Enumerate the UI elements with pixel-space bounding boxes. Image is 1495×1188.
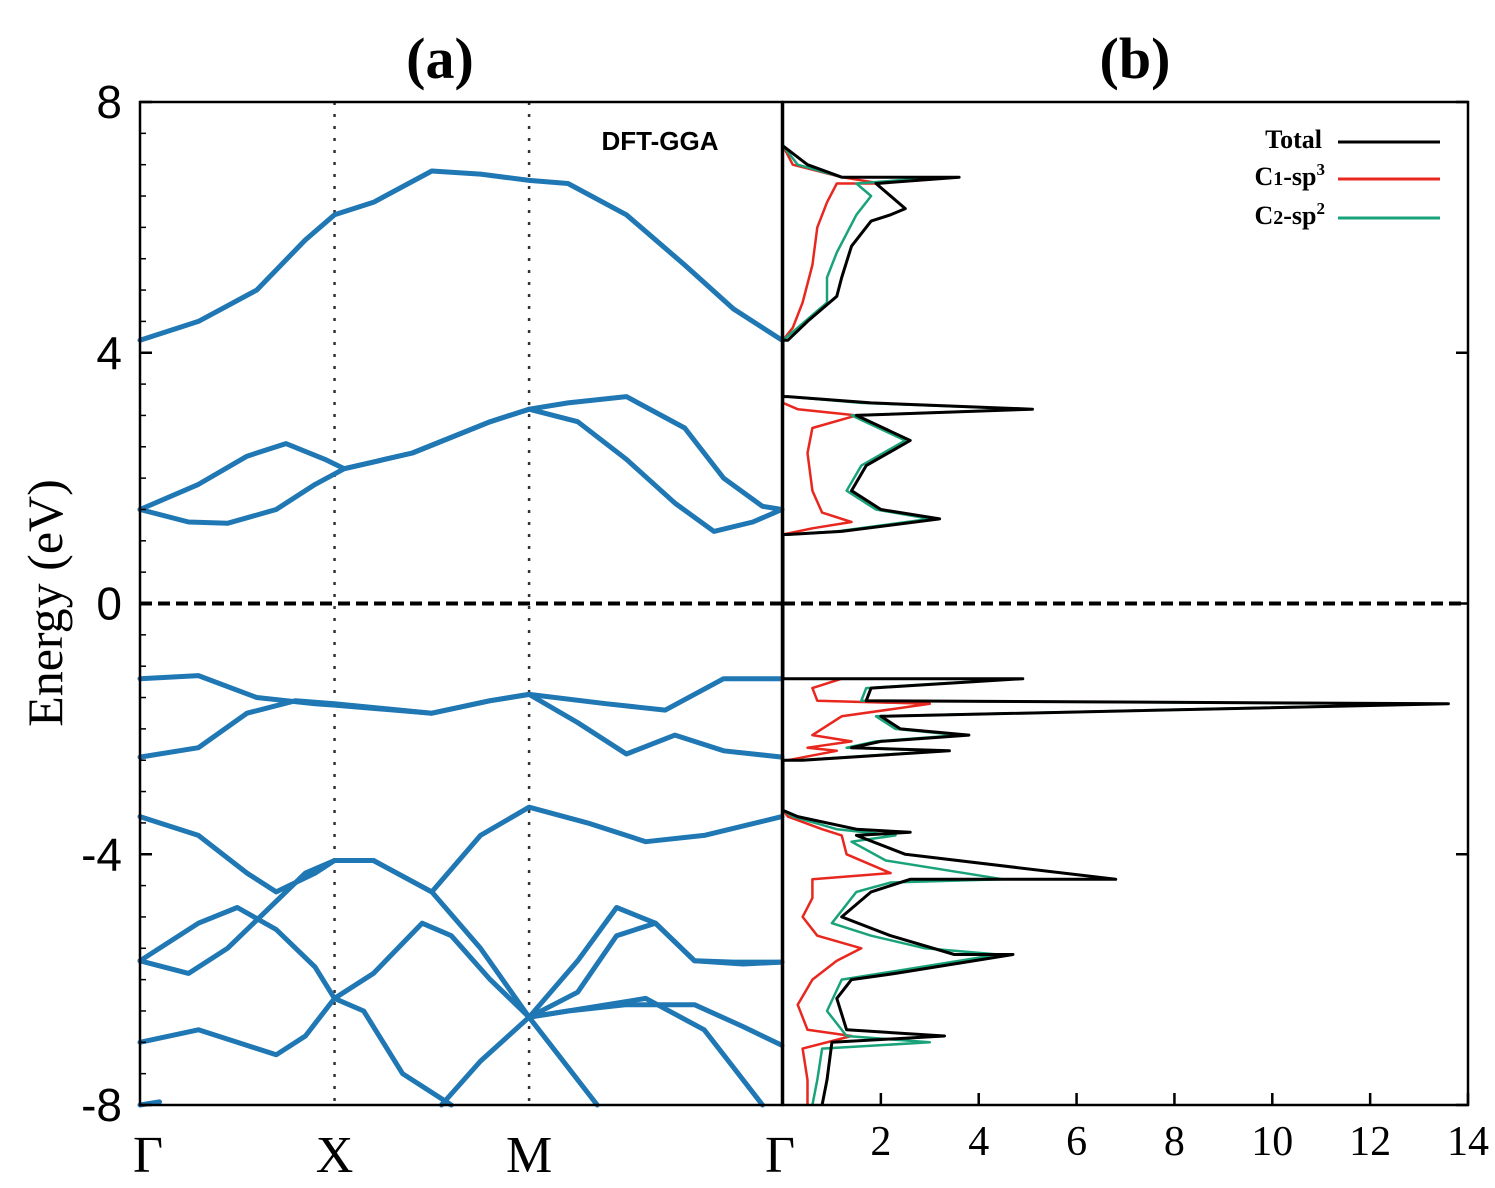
kpoint-label: Γ xyxy=(133,1127,163,1184)
y-axis-label: Energy (eV) xyxy=(17,479,73,727)
kpoint-label: Γ xyxy=(765,1127,795,1184)
kpoint-label: M xyxy=(506,1127,552,1184)
dos-x-tick-label: 6 xyxy=(1066,1119,1087,1165)
band-11 xyxy=(439,1002,785,1108)
dos-panel: (b) 2 4 6 8 10 12 14 Total C1-sp3 C2-sp2 xyxy=(781,26,1489,1165)
dos-series xyxy=(781,144,1450,1106)
legend: Total C1-sp3 C2-sp2 xyxy=(1254,125,1440,230)
band-13 xyxy=(526,1014,600,1108)
legend-label-c2: C2-sp2 xyxy=(1254,199,1325,230)
band-5 xyxy=(137,691,785,760)
dos-series-2 xyxy=(781,145,932,1105)
energy-tick-label: 0 xyxy=(96,578,122,630)
dos-x-ticks: 2 4 6 8 10 12 14 xyxy=(870,1093,1489,1165)
legend-entry-c2: C2-sp2 xyxy=(1254,199,1440,230)
dos-x-tick-label: 12 xyxy=(1349,1119,1391,1165)
band-lines xyxy=(137,168,785,1108)
band-9 xyxy=(137,995,454,1108)
dos-y-tick-marks xyxy=(1456,100,1468,1107)
dos-series-1 xyxy=(781,144,1450,1106)
band-3 xyxy=(137,406,785,534)
energy-ticks: 8 4 0 -4 -8 xyxy=(81,76,152,1131)
energy-tick-label: 8 xyxy=(96,76,122,128)
dos-x-tick-label: 10 xyxy=(1251,1119,1293,1165)
energy-tick-label: -4 xyxy=(81,828,122,880)
energy-tick-label: 4 xyxy=(96,327,122,379)
kpoint-label: X xyxy=(316,1127,354,1184)
band-2 xyxy=(137,394,785,512)
band-12 xyxy=(526,995,765,1108)
dos-x-tick-label: 2 xyxy=(870,1119,891,1165)
energy-tick-label: -8 xyxy=(81,1079,122,1131)
dos-x-tick-label: 8 xyxy=(1164,1119,1185,1165)
legend-label-total: Total xyxy=(1265,125,1322,154)
band-1 xyxy=(137,168,785,343)
legend-label-c1: C1-sp3 xyxy=(1254,160,1325,191)
band-6 xyxy=(137,804,785,895)
legend-entry-total: Total xyxy=(1265,125,1440,154)
dos-x-tick-label: 14 xyxy=(1447,1119,1489,1165)
dos-x-tick-label: 4 xyxy=(968,1119,989,1165)
method-annotation: DFT-GGA xyxy=(602,126,719,156)
band-8 xyxy=(137,858,785,1020)
dos-series-3 xyxy=(781,145,1440,1106)
panel-b-label: (b) xyxy=(1100,26,1171,91)
legend-entry-c1: C1-sp3 xyxy=(1254,160,1440,191)
panel-a-label: (a) xyxy=(406,26,474,91)
band-structure-panel: (a) 8 4 0 -4 -8 Γ X M Γ Energy (eV) DFT-GGA xyxy=(17,26,795,1184)
